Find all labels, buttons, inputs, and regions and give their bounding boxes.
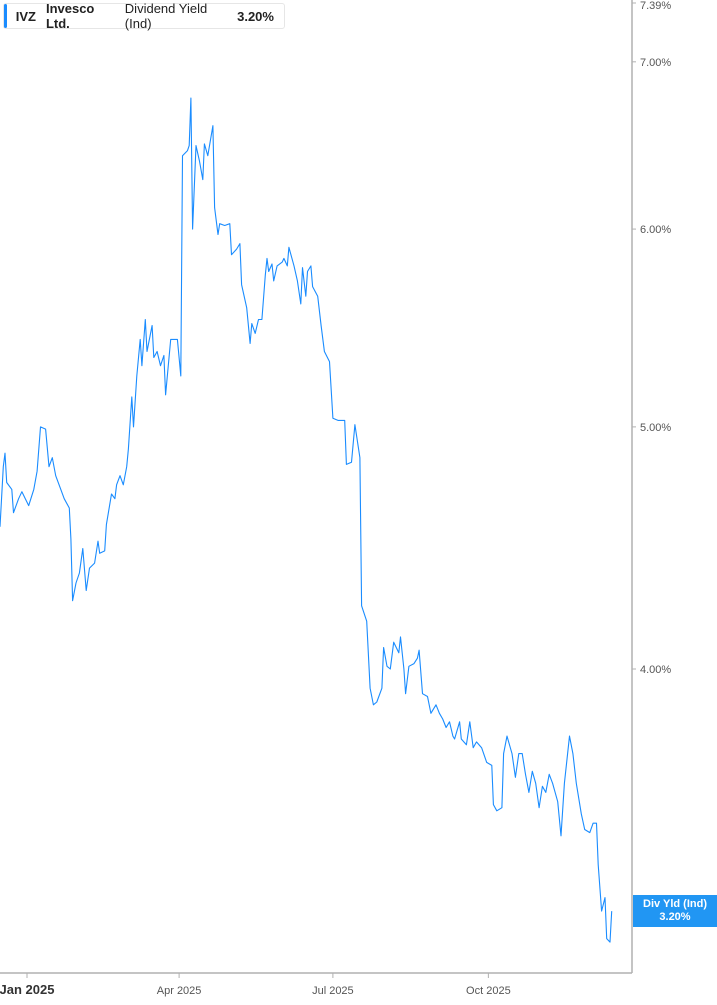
y-tick-label: 4.00% (640, 664, 671, 676)
series-line-dividend-yield (0, 97, 613, 943)
y-tick-label: 6.00% (640, 224, 671, 236)
y-tick-label: 5.00% (640, 422, 671, 434)
legend-ticker: IVZ (15, 8, 36, 24)
y-tick-label: 7.00% (640, 57, 671, 69)
x-tick-label: Jul 2025 (312, 985, 354, 997)
x-tick-label: Oct 2025 (466, 985, 511, 997)
series-color-marker (4, 4, 7, 28)
x-tick-label: Apr 2025 (157, 985, 202, 997)
x-tick-label: Jan 2025 (0, 982, 54, 997)
legend-value: 3.20% (237, 8, 274, 24)
y-tick-label: 7.39% (640, 0, 671, 12)
badge-label: Div Yld (Ind) (643, 898, 707, 910)
legend-company: Invesco Ltd. (45, 1, 95, 31)
chart-legend: IVZ Invesco Ltd. Dividend Yield (Ind) 3.… (3, 1, 285, 31)
current-value-badge: Div Yld (Ind) 3.20% (633, 895, 717, 927)
badge-value: 3.20% (659, 911, 691, 923)
legend-metric: Dividend Yield (Ind) (124, 1, 208, 31)
